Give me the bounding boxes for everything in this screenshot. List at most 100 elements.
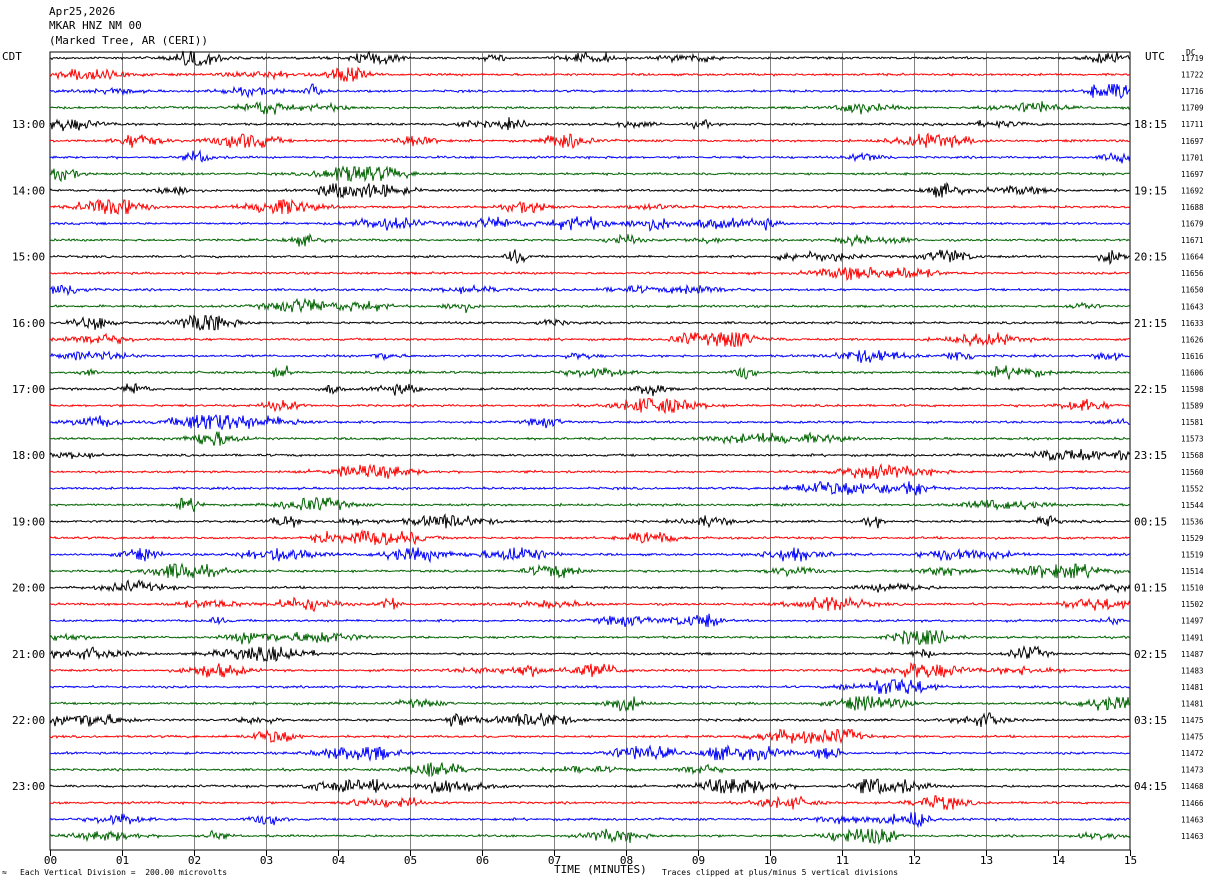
trace-row-23 [49, 414, 1131, 431]
dc-offset-label: 11697 [1181, 170, 1204, 179]
trace-row-26 [49, 463, 1131, 479]
x-tick-label: 15 [1124, 854, 1137, 867]
dc-offset-label: 11626 [1181, 335, 1204, 344]
trace-row-17 [49, 314, 1131, 331]
utc-hour-label: 04:15 [1134, 780, 1167, 793]
dc-offset-label: 11606 [1181, 368, 1204, 377]
x-tick-label: 09 [692, 854, 705, 867]
trace-row-6 [49, 132, 1131, 149]
trace-row-37 [49, 644, 1131, 663]
dc-offset-label: 11692 [1181, 186, 1204, 195]
cdt-hour-label: 16:00 [12, 317, 45, 330]
dc-offset-label: 11643 [1181, 302, 1204, 311]
utc-hour-label: 20:15 [1134, 251, 1167, 264]
trace-row-28 [49, 497, 1131, 513]
utc-hour-label: 21:15 [1134, 317, 1167, 330]
trace-row-35 [49, 613, 1131, 628]
dc-offset-label: 11719 [1181, 54, 1204, 63]
dc-offset-label: 11481 [1181, 699, 1204, 708]
trace-row-34 [49, 595, 1131, 613]
trace-row-14 [49, 266, 1131, 281]
trace-row-22 [49, 397, 1131, 415]
cdt-hour-label: 22:00 [12, 714, 45, 727]
utc-hour-label: 18:15 [1134, 118, 1167, 131]
cdt-hour-label: 19:00 [12, 515, 45, 528]
dc-offset-label: 11552 [1181, 484, 1204, 493]
dc-offset-label: 11463 [1181, 815, 1204, 824]
dc-offset-label: 11664 [1181, 253, 1204, 262]
trace-row-12 [49, 232, 1130, 248]
dc-offset-label: 11711 [1181, 120, 1204, 129]
utc-axis-label: UTC [1145, 50, 1165, 63]
trace-row-45 [49, 778, 1131, 795]
dc-offset-label: 11656 [1181, 269, 1204, 278]
date-label: Apr25,2026 [49, 5, 116, 18]
trace-row-4 [49, 101, 1131, 115]
trace-row-19 [49, 350, 1131, 364]
dc-offset-label: 11544 [1181, 501, 1204, 510]
utc-hour-label: 23:15 [1134, 449, 1167, 462]
trace-row-30 [49, 529, 1131, 546]
dc-offset-label: 11671 [1181, 236, 1204, 245]
cdt-hour-label: 21:00 [12, 648, 45, 661]
x-tick-label: 03 [260, 854, 273, 867]
utc-hour-label: 19:15 [1134, 184, 1167, 197]
dc-offset-label: 11466 [1181, 799, 1204, 808]
dc-offset-label: 11560 [1181, 468, 1204, 477]
cdt-hour-label: 17:00 [12, 383, 45, 396]
trace-row-8 [49, 165, 1131, 183]
dc-offset-label: 11481 [1181, 683, 1204, 692]
dc-offset-label: 11473 [1181, 766, 1204, 775]
trace-row-38 [49, 661, 1131, 678]
dc-offset-label: 11483 [1181, 666, 1204, 675]
trace-row-39 [49, 678, 1131, 695]
trace-row-43 [49, 744, 1131, 762]
dc-offset-label: 11510 [1181, 584, 1204, 593]
dc-offset-label: 11475 [1181, 716, 1204, 725]
trace-row-47 [49, 812, 1131, 829]
trace-row-25 [49, 448, 1131, 462]
location-label: (Marked Tree, AR (CERI)) [49, 34, 208, 47]
trace-row-32 [49, 562, 1131, 579]
x-tick-label: 11 [836, 854, 849, 867]
trace-row-13 [49, 249, 1131, 266]
dc-offset-label: 11536 [1181, 517, 1204, 526]
x-tick-label: 13 [980, 854, 993, 867]
trace-row-40 [49, 695, 1131, 712]
utc-hour-label: 00:15 [1134, 515, 1167, 528]
trace-row-1 [49, 50, 1131, 67]
plot-frame [49, 51, 1131, 851]
dc-offset-label: 11487 [1181, 650, 1204, 659]
dc-offset-label: 11633 [1181, 319, 1204, 328]
x-tick-label: 00 [44, 854, 57, 867]
trace-row-36 [49, 629, 1131, 645]
dc-offset-label: 11697 [1181, 137, 1204, 146]
x-tick-label: 02 [188, 854, 201, 867]
trace-row-3 [49, 83, 1131, 100]
x-tick-label: 10 [764, 854, 777, 867]
dc-offset-label: 11514 [1181, 567, 1204, 576]
trace-row-10 [49, 198, 1131, 215]
trace-row-42 [49, 728, 1131, 745]
dc-offset-label: 11650 [1181, 286, 1204, 295]
cdt-hour-label: 13:00 [12, 118, 45, 131]
dc-offset-label: 11491 [1181, 633, 1204, 642]
scale-note: Each Vertical Division = 200.00 microvol… [20, 868, 228, 877]
x-tick-label: 08 [620, 854, 633, 867]
cdt-hour-label: 20:00 [12, 582, 45, 595]
x-tick-label: 06 [476, 854, 489, 867]
dc-offset-label: 11573 [1181, 435, 1204, 444]
dc-offset-label: 11475 [1181, 733, 1204, 742]
trace-row-16 [49, 297, 1131, 314]
dc-offset-label: 11679 [1181, 220, 1204, 229]
trace-row-11 [49, 215, 1131, 232]
trace-row-41 [49, 712, 1131, 728]
cdt-axis-label: CDT [2, 50, 22, 63]
dc-offset-label: 11709 [1181, 104, 1204, 113]
x-tick-label: 04 [332, 854, 346, 867]
dc-offset-label: 11716 [1181, 87, 1204, 96]
dc-offset-label: 11472 [1181, 749, 1204, 758]
dc-offset-label: 11468 [1181, 782, 1204, 791]
dc-offset-label: 11616 [1181, 352, 1204, 361]
cdt-hour-label: 23:00 [12, 780, 45, 793]
